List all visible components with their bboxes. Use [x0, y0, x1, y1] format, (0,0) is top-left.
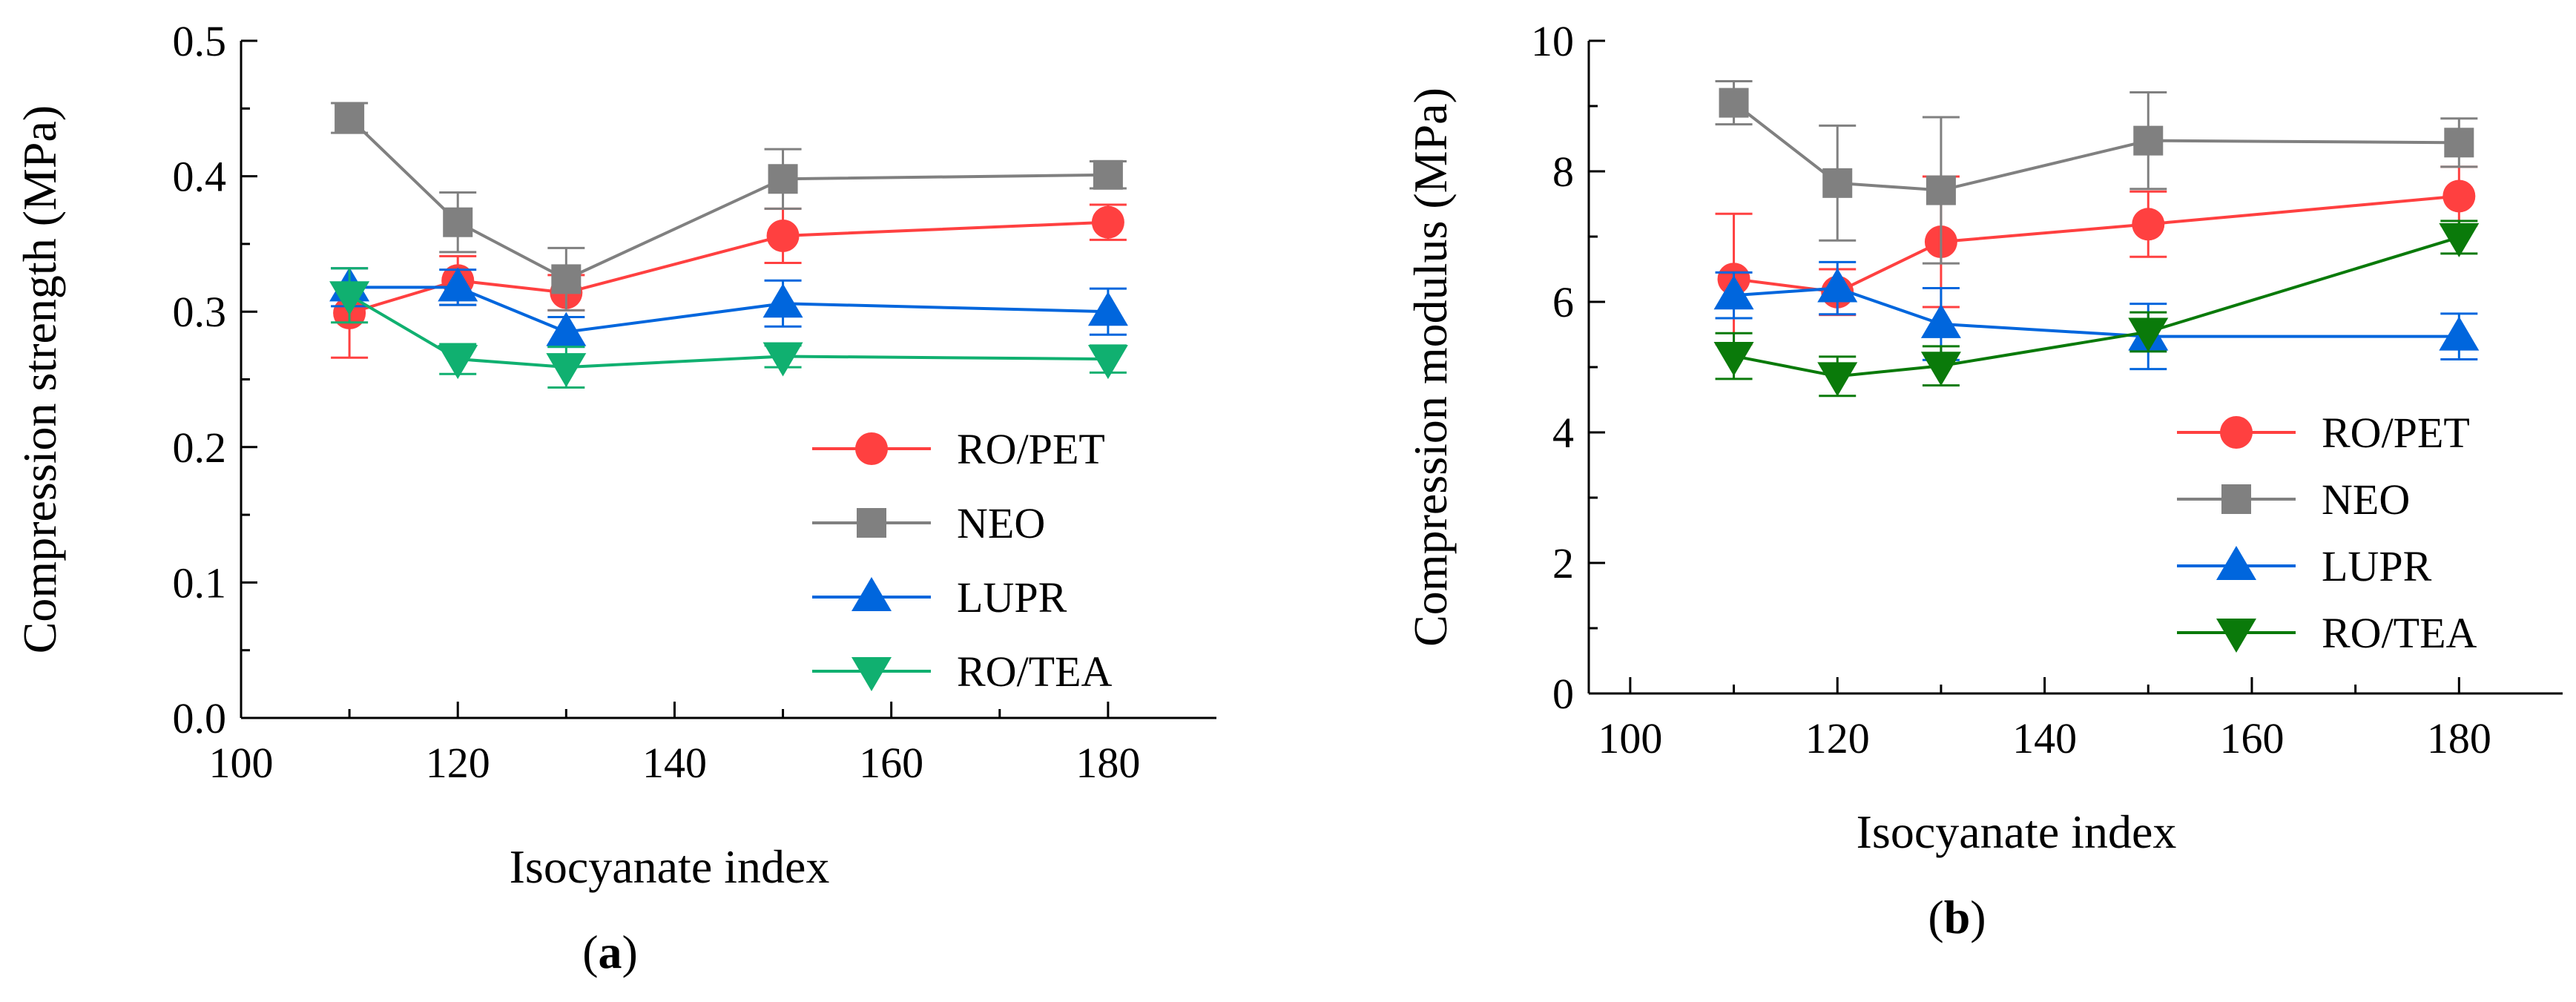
- data-point: [1920, 303, 1961, 338]
- x-tick-label: 120: [426, 739, 490, 787]
- y-tick-label: 0: [1552, 670, 1574, 718]
- x-tick-label: 120: [1805, 714, 1870, 762]
- series-ro-tea: [1713, 220, 2480, 398]
- panel-label-part: (: [1928, 891, 1943, 943]
- data-point: [2133, 125, 2164, 156]
- legend-label: NEO: [957, 499, 1045, 547]
- x-tick-label: 160: [859, 739, 923, 787]
- legend-marker: [855, 432, 888, 465]
- legend-label: LUPR: [2322, 542, 2432, 590]
- panel-label: (b): [1928, 891, 1986, 943]
- data-point: [2128, 317, 2169, 352]
- data-point: [768, 164, 798, 194]
- data-point: [2442, 179, 2476, 213]
- panel-label: (a): [582, 926, 638, 978]
- y-axis-label: Compression strength (MPa): [13, 105, 66, 654]
- x-tick-label: 140: [2012, 714, 2077, 762]
- data-point: [1087, 291, 1128, 326]
- data-point: [2439, 316, 2480, 351]
- legend-label: RO/TEA: [957, 647, 1113, 696]
- data-point: [762, 342, 803, 377]
- data-point: [1926, 175, 1956, 205]
- data-point: [1822, 168, 1853, 198]
- data-point: [443, 207, 473, 237]
- panel-label-part: b: [1944, 891, 1971, 943]
- y-tick-label: 0.1: [173, 558, 227, 607]
- x-tick-label: 180: [2427, 714, 2491, 762]
- y-axis-label: Compression modulus (MPa): [1404, 88, 1457, 647]
- legend-marker: [857, 508, 886, 538]
- series-neo: [331, 102, 1127, 312]
- data-point: [766, 219, 800, 252]
- data-point: [1920, 352, 1961, 386]
- legend-marker: [851, 577, 892, 611]
- legend-label: RO/TEA: [2322, 609, 2477, 657]
- panel-label-part: a: [599, 926, 622, 978]
- data-point: [2439, 223, 2480, 257]
- y-tick-label: 0.2: [173, 423, 227, 472]
- data-point: [329, 281, 370, 316]
- data-point: [546, 353, 587, 388]
- data-point: [1713, 342, 1754, 377]
- data-point: [1713, 275, 1754, 310]
- x-tick-label: 140: [642, 739, 707, 787]
- data-point: [1091, 205, 1124, 239]
- y-tick-label: 2: [1552, 539, 1574, 587]
- y-tick-label: 0.5: [173, 17, 227, 65]
- legend-marker: [2216, 619, 2256, 653]
- y-tick-label: 10: [1531, 17, 1574, 65]
- data-point: [2132, 208, 2165, 241]
- legend-marker: [2221, 484, 2251, 514]
- x-axis-label: Isocyanate index: [1857, 805, 2177, 858]
- y-tick-label: 0.3: [173, 288, 227, 336]
- data-point: [551, 264, 582, 294]
- panel-label-part: (: [582, 926, 598, 978]
- data-point: [335, 103, 365, 134]
- data-point: [2444, 128, 2474, 158]
- legend-label: NEO: [2322, 475, 2410, 524]
- data-point: [1817, 268, 1858, 303]
- data-point: [1817, 362, 1858, 397]
- y-tick-label: 8: [1552, 148, 1574, 196]
- x-tick-label: 100: [209, 739, 274, 787]
- x-tick-label: 180: [1075, 739, 1140, 787]
- x-tick-label: 160: [2219, 714, 2284, 762]
- x-axis-label: Isocyanate index: [510, 840, 830, 893]
- panel-label-part: ): [1970, 891, 1986, 943]
- legend-label: LUPR: [957, 573, 1067, 622]
- data-point: [546, 312, 587, 346]
- data-point: [438, 267, 478, 302]
- data-point: [1719, 88, 1749, 118]
- chart-panel-a: 0.0 0.1 0.2 0.3 0.4 0.5 100 120 140 160 180 Compres…: [13, 17, 1216, 978]
- data-point: [438, 345, 478, 380]
- legend-marker: [2216, 546, 2256, 580]
- y-tick-label: 0.4: [173, 153, 227, 201]
- y-tick-label: 6: [1552, 278, 1574, 326]
- legend-marker: [2220, 416, 2253, 449]
- legend-label: RO/PET: [2322, 409, 2470, 457]
- data-point: [1087, 345, 1128, 380]
- series-line: [348, 116, 1108, 281]
- legend-marker: [851, 657, 892, 691]
- series-neo: [1715, 80, 2478, 265]
- y-tick-label: 0.0: [173, 694, 227, 742]
- chart-panel-b: 0 2 4 6 8 10 100 120 140 160 180 Compression modulu…: [1404, 17, 2563, 943]
- x-tick-label: 100: [1598, 714, 1662, 762]
- data-point: [1093, 159, 1123, 190]
- panel-label-part: ): [622, 926, 638, 978]
- y-tick-label: 4: [1552, 409, 1574, 457]
- legend-label: RO/PET: [957, 425, 1105, 473]
- series-ro-tea: [329, 267, 1128, 389]
- data-point: [762, 283, 803, 318]
